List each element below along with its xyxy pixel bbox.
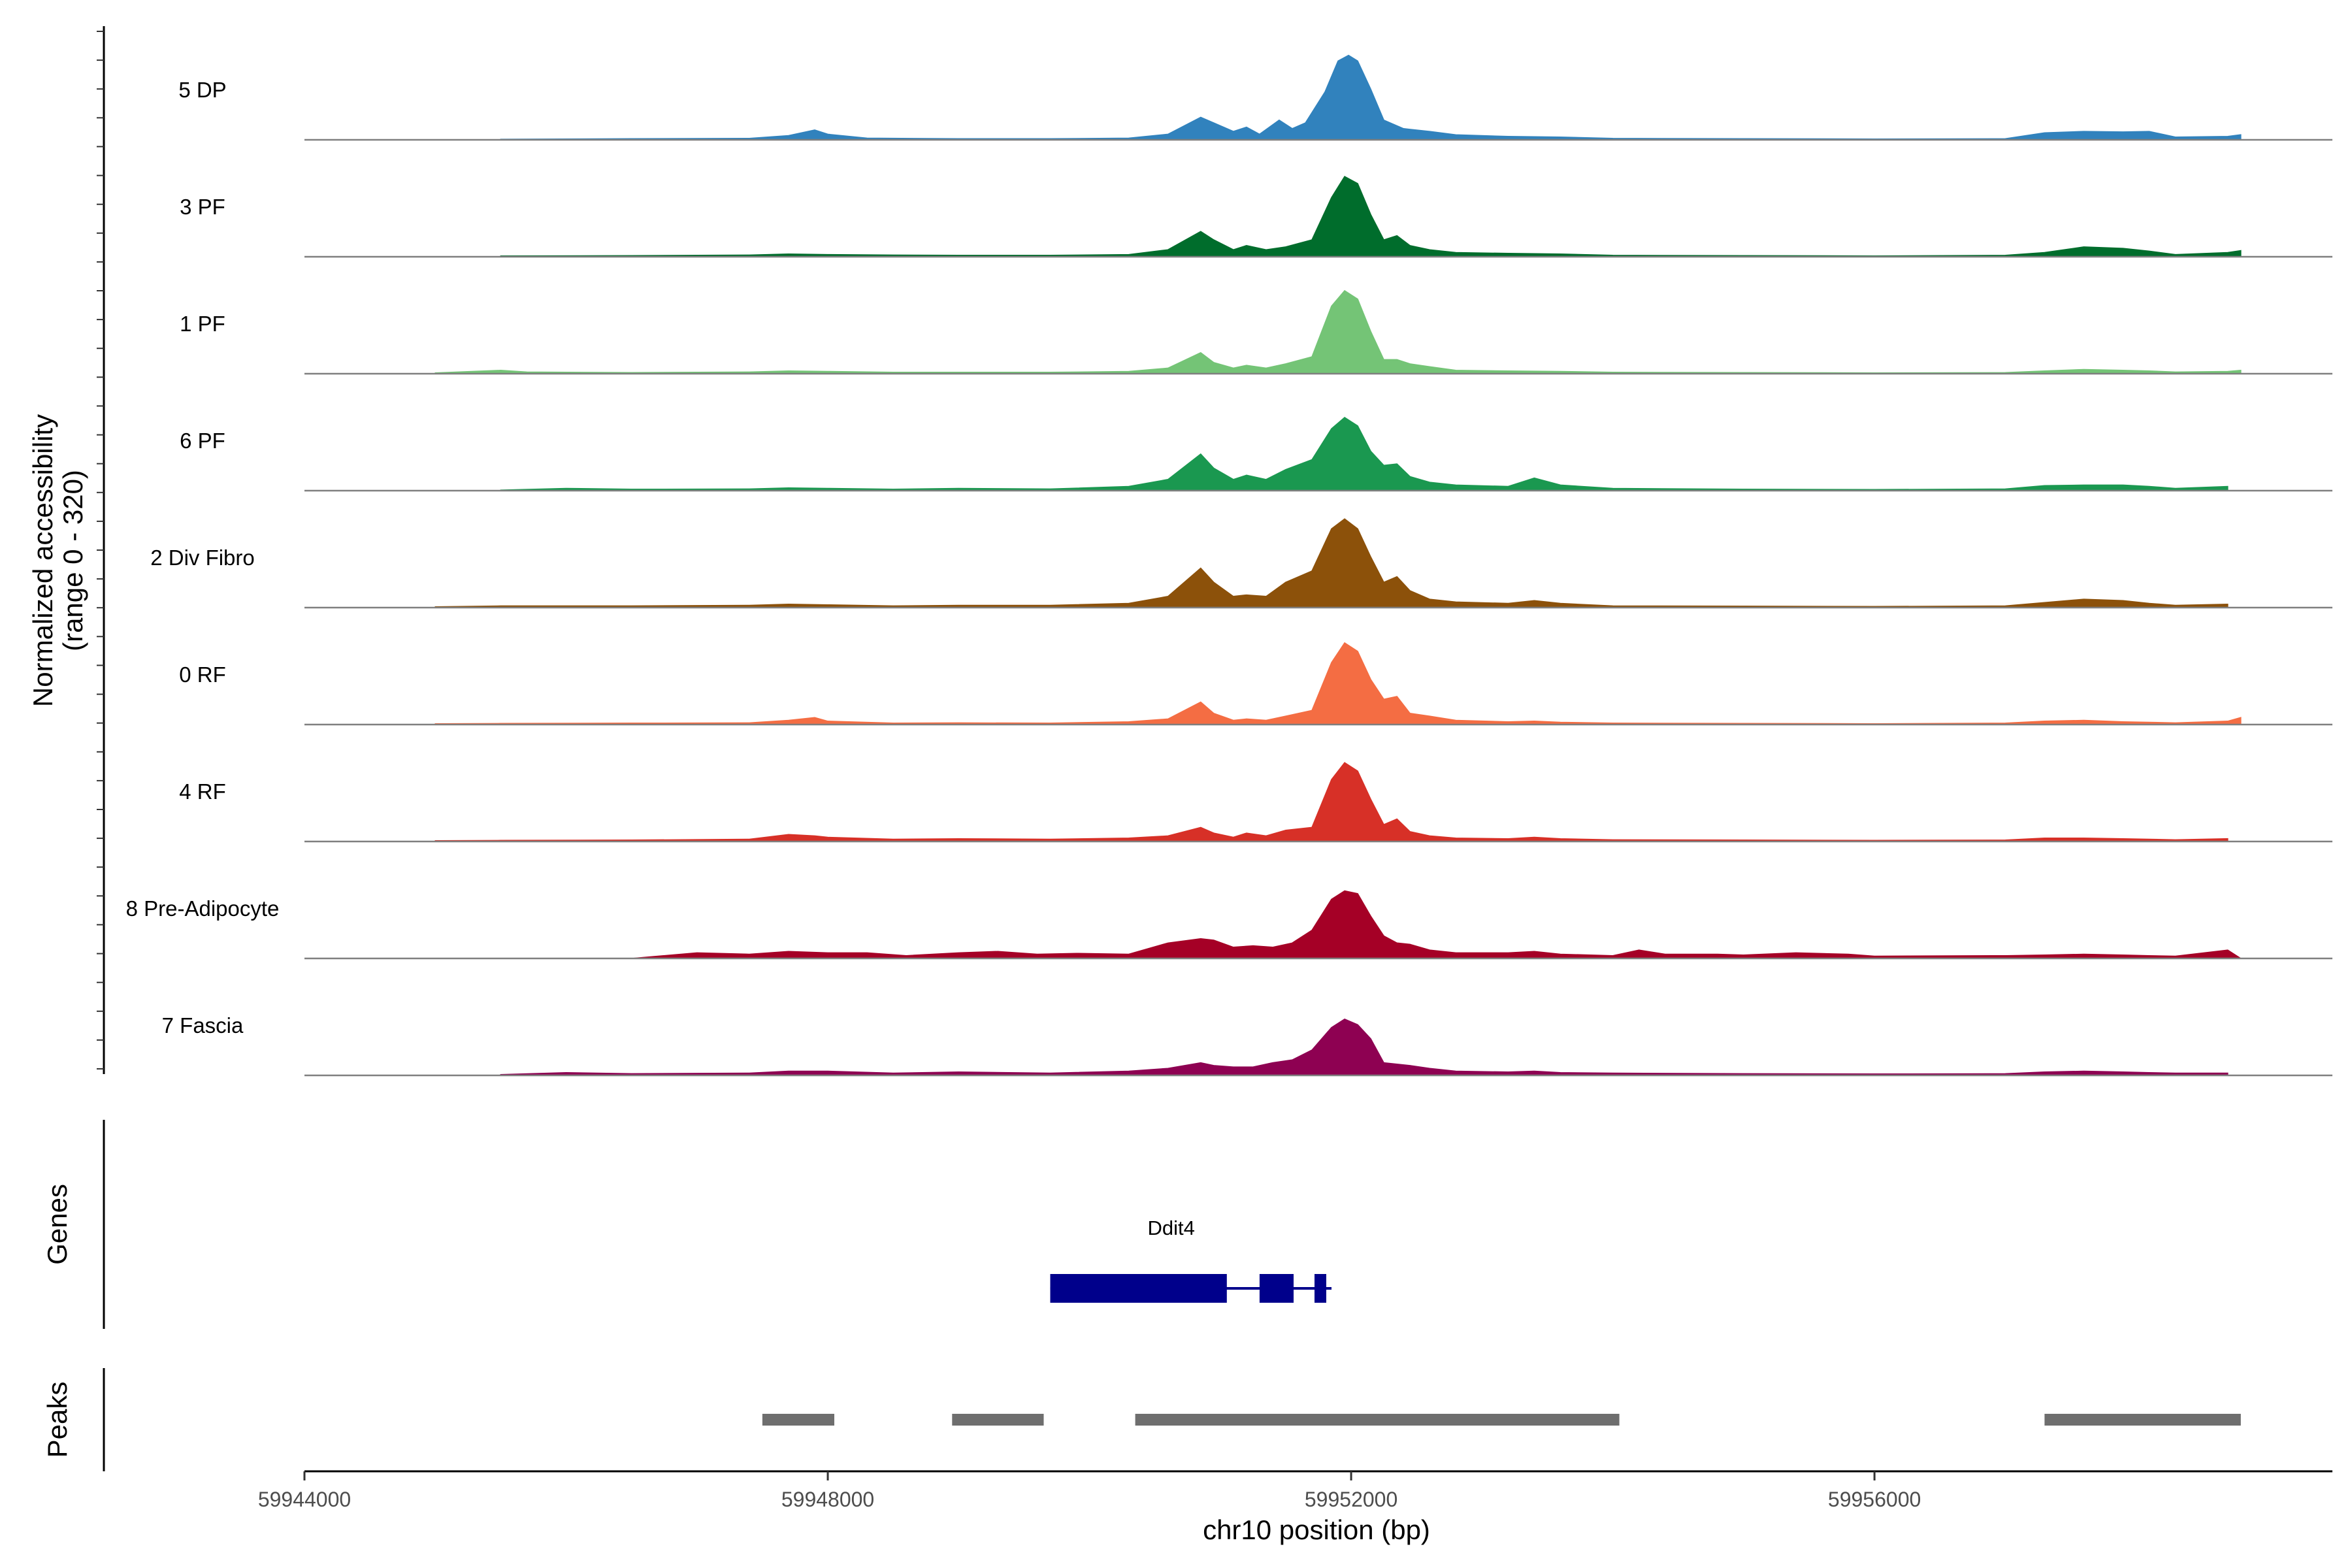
track-label-2-div-fibro: 2 Div Fibro — [150, 546, 255, 570]
genes-panel-title: Genes — [42, 1184, 73, 1265]
track-label-7-fascia: 7 Fascia — [162, 1013, 244, 1037]
x-axis: 59944000 59948000 59952000 59956000 — [258, 1470, 2332, 1511]
coverage-area-3-pf — [500, 176, 2242, 257]
coverage-tracks: 5 DP 3 PF 1 PF 6 PF 2 Div Fibro 0 RF 4 RF 8 Pre… — [126, 54, 2332, 1077]
gene-ddit4: Ddit4 — [1050, 1217, 1332, 1303]
track-label-5-dp: 5 DP — [178, 78, 226, 102]
peak-region — [762, 1414, 834, 1426]
track-5-dp: 5 DP — [178, 54, 2332, 141]
coverage-area-7-fascia — [500, 1018, 2229, 1076]
gene-exon — [1050, 1274, 1227, 1303]
peaks-panel — [762, 1414, 2241, 1426]
coverage-y-axis — [97, 26, 105, 1074]
y-axis-title-line1: Normalized accessibility — [27, 414, 58, 707]
track-4-rf: 4 RF — [179, 762, 2332, 843]
track-label-1-pf: 1 PF — [180, 312, 225, 336]
track-8-pre-adipocyte: 8 Pre-Adipocyte — [126, 890, 2332, 960]
y-axis-title-line2: (range 0 - 320) — [57, 470, 88, 651]
track-3-pf: 3 PF — [180, 176, 2332, 258]
peak-region — [2044, 1414, 2241, 1426]
coverage-area-5-dp — [500, 54, 2242, 140]
genes-panel: Ddit4 — [1050, 1217, 1332, 1303]
track-6-pf: 6 PF — [180, 416, 2332, 492]
peaks-panel-title: Peaks — [42, 1382, 73, 1458]
x-tick-label: 59948000 — [781, 1488, 874, 1511]
x-tick-label: 59956000 — [1828, 1488, 1921, 1511]
track-1-pf: 1 PF — [180, 289, 2332, 375]
gene-label: Ddit4 — [1148, 1217, 1195, 1239]
coverage-area-0-rf — [434, 642, 2242, 725]
coverage-area-1-pf — [434, 289, 2242, 374]
track-label-8-pre-adipocyte: 8 Pre-Adipocyte — [126, 896, 280, 921]
x-axis-title: chr10 position (bp) — [1203, 1514, 1430, 1545]
peak-region — [1135, 1414, 1620, 1426]
x-tick-label: 59952000 — [1305, 1488, 1397, 1511]
x-tick-label: 59944000 — [258, 1488, 351, 1511]
coverage-area-6-pf — [500, 416, 2229, 491]
track-label-3-pf: 3 PF — [180, 195, 225, 219]
track-7-fascia: 7 Fascia — [162, 1013, 2332, 1077]
track-label-4-rf: 4 RF — [179, 779, 226, 804]
track-label-6-pf: 6 PF — [180, 429, 225, 453]
coverage-area-4-rf — [434, 762, 2229, 842]
coverage-area-8-pre-adipocyte — [631, 890, 2243, 959]
gene-exon — [1315, 1274, 1326, 1303]
track-2-div-fibro: 2 Div Fibro — [150, 518, 2332, 609]
coverage-area-2-div-fibro — [434, 518, 2229, 608]
peak-region — [952, 1414, 1044, 1426]
gene-exon — [1259, 1274, 1294, 1303]
track-0-rf: 0 RF — [179, 642, 2332, 726]
track-label-0-rf: 0 RF — [179, 662, 226, 687]
